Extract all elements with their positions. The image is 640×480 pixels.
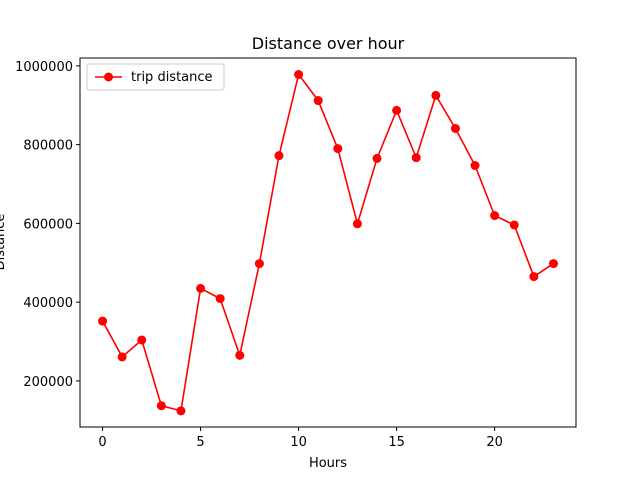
data-point <box>137 335 147 345</box>
data-point <box>352 219 362 229</box>
y-tick-label: 600000 <box>23 217 73 232</box>
x-tick-label: 10 <box>290 435 307 450</box>
y-tick-label: 400000 <box>23 296 73 311</box>
data-point <box>215 294 225 304</box>
data-point <box>372 153 382 163</box>
x-tick-label: 20 <box>486 435 503 450</box>
data-point <box>294 70 304 80</box>
y-tick-label: 800000 <box>23 139 73 154</box>
data-point <box>490 211 500 221</box>
data-point <box>117 352 127 362</box>
legend-marker-sample <box>104 72 113 82</box>
data-point <box>196 283 206 293</box>
legend: trip distance <box>86 63 225 91</box>
data-point <box>313 96 323 106</box>
data-point <box>509 220 519 230</box>
data-point <box>274 151 284 161</box>
x-axis-label: Hours <box>309 456 347 471</box>
legend-box <box>86 63 225 91</box>
data-point <box>450 123 460 133</box>
data-point <box>392 105 402 115</box>
data-point <box>529 272 539 282</box>
y-axis: 200000 400000 600000 800000 1000000 <box>15 60 80 390</box>
x-tick-label: 5 <box>196 435 204 450</box>
data-point <box>176 406 186 416</box>
y-tick-label: 1000000 <box>15 60 73 75</box>
data-point <box>156 401 166 411</box>
data-point <box>431 90 441 100</box>
legend-label: trip distance <box>131 70 213 85</box>
data-point <box>235 350 245 360</box>
axes-frame <box>79 57 577 428</box>
x-tick-label: 15 <box>388 435 405 450</box>
x-axis: 0 5 10 15 20 <box>98 427 503 450</box>
data-point <box>411 153 421 163</box>
data-point <box>548 259 558 269</box>
y-axis-label: Distance <box>0 214 8 271</box>
plot-area <box>98 70 558 416</box>
data-point <box>98 316 108 326</box>
x-tick-label: 0 <box>98 435 106 450</box>
data-point <box>254 259 264 269</box>
y-tick-label: 200000 <box>23 375 73 390</box>
data-point <box>470 161 480 171</box>
data-point <box>333 144 343 154</box>
chart-title: Distance over hour <box>252 34 405 53</box>
